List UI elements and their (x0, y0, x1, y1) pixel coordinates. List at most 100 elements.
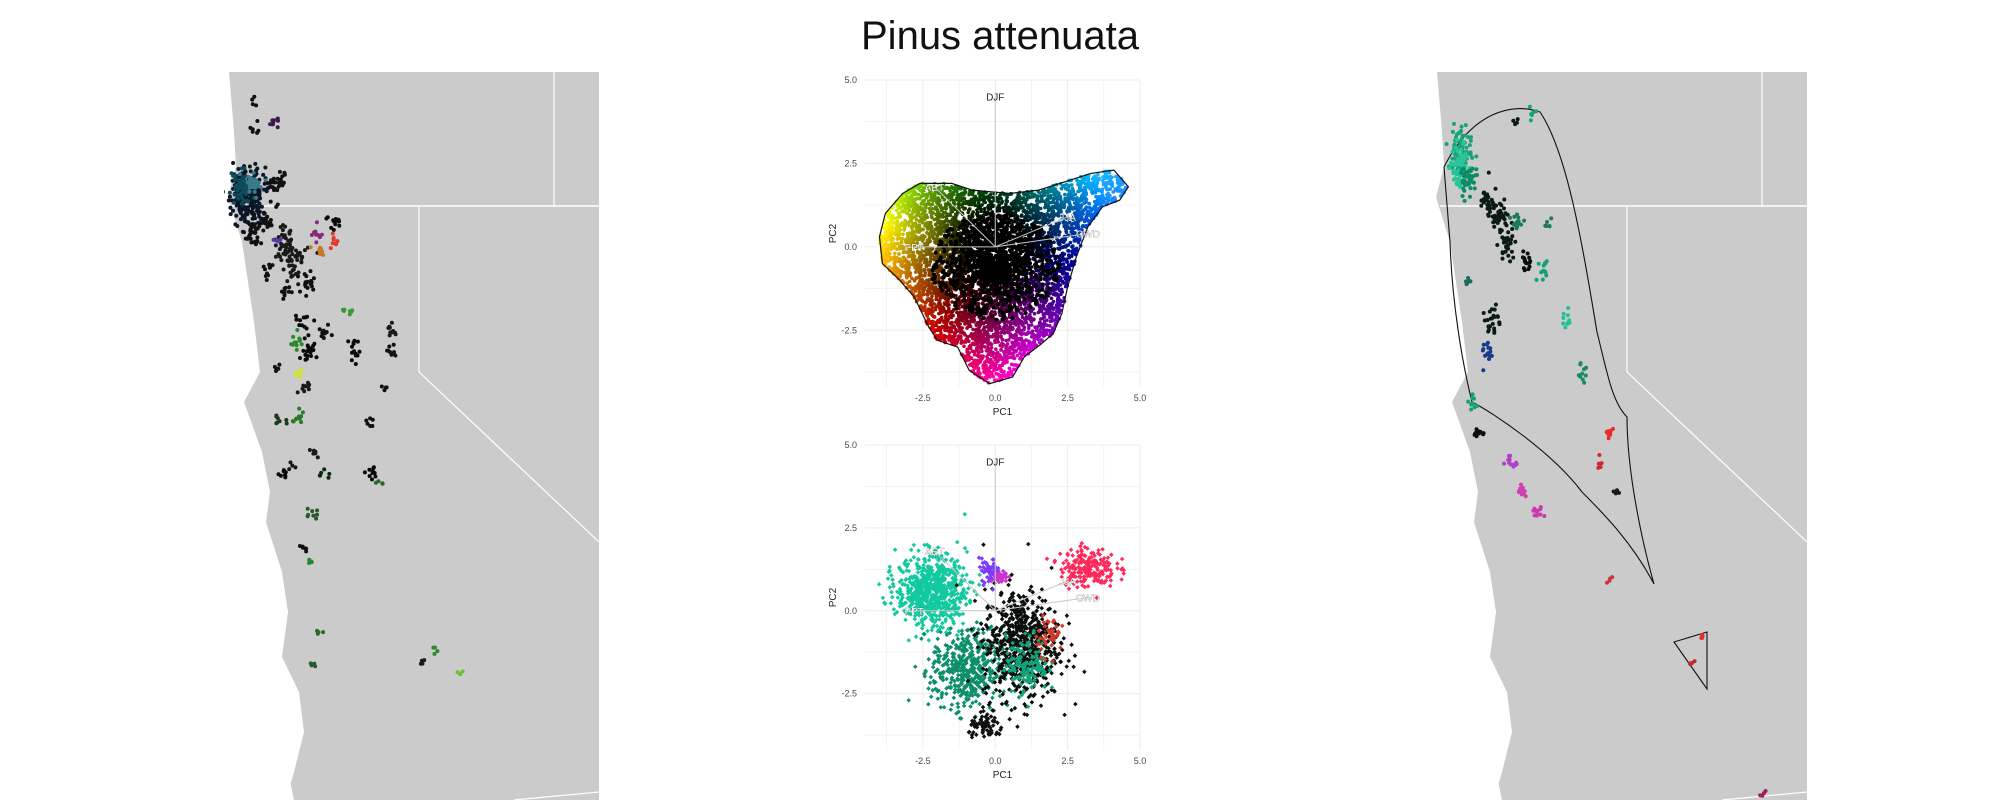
data-point (905, 275, 909, 280)
occurrence-point (280, 228, 285, 233)
occurrence-point (257, 224, 262, 229)
data-point (1032, 311, 1037, 316)
occurrence-point (237, 207, 242, 212)
data-point (1080, 224, 1085, 229)
occurrence-point (283, 473, 288, 478)
occurrence-point (289, 290, 294, 295)
data-point (1063, 192, 1067, 197)
occurrence-point (365, 421, 370, 426)
occurrence-point (252, 189, 257, 194)
occurrence-point (273, 243, 278, 248)
occurrence-point (306, 345, 311, 350)
occurrence-point (296, 282, 301, 287)
data-point (1081, 212, 1085, 216)
data-point (1066, 185, 1071, 190)
data-point (960, 326, 964, 330)
occurrence-point (388, 350, 392, 354)
occurrence-point (246, 205, 250, 210)
data-point (1112, 195, 1117, 200)
occurrence-point (391, 342, 396, 347)
occurrence-point (227, 194, 232, 199)
data-point (1005, 360, 1009, 364)
occurrence-point (315, 455, 320, 460)
data-point (996, 372, 1001, 377)
occurrence-point (277, 169, 282, 174)
occurrence-point (387, 344, 392, 349)
occurrence-point (255, 199, 260, 204)
data-point (1012, 202, 1017, 206)
occurrence-point (368, 416, 373, 421)
occurrence-point (295, 390, 300, 395)
data-point (1076, 240, 1081, 245)
occurrence-point (250, 102, 255, 107)
data-point (930, 202, 935, 207)
data-point (916, 192, 921, 197)
occurrence-point (347, 312, 352, 317)
data-point (907, 223, 911, 228)
occurrence-point (334, 242, 339, 247)
occurrence-point (357, 349, 362, 354)
occurrence-point (279, 244, 284, 249)
occurrence-point (299, 420, 304, 425)
occurrence-point (331, 218, 336, 223)
occurrence-point (281, 180, 286, 185)
occurrence-point (300, 410, 305, 415)
occurrence-point (241, 176, 246, 181)
data-point (991, 225, 995, 230)
occurrence-point (296, 270, 301, 275)
occurrence-point (349, 358, 354, 363)
occurrence-point (393, 353, 398, 358)
occurrence-point (283, 236, 288, 241)
occurrence-point (247, 222, 252, 227)
data-point (947, 306, 951, 311)
occurrence-point (261, 228, 266, 233)
occurrence-point (373, 474, 378, 479)
data-point (1021, 249, 1025, 254)
occurrence-point (328, 246, 333, 251)
occurrence-point (274, 204, 279, 209)
occurrence-point (275, 367, 280, 372)
data-point (1067, 267, 1072, 272)
occurrence-point (234, 213, 239, 218)
occurrence-point (317, 473, 322, 478)
occurrence-point (303, 357, 308, 362)
data-point (1050, 204, 1055, 209)
data-point (1063, 186, 1068, 191)
data-point (935, 247, 939, 251)
occurrence-point (231, 208, 235, 213)
occurrence-point (293, 313, 298, 318)
occurrence-point (255, 207, 260, 212)
occurrence-point (254, 203, 259, 208)
occurrence-point (232, 192, 237, 197)
data-point (907, 279, 912, 284)
occurrence-point (247, 189, 252, 194)
occurrence-point (250, 206, 255, 211)
occurrence-point (243, 169, 248, 174)
occurrence-point (310, 509, 315, 514)
occurrence-point (291, 419, 296, 424)
occurrence-point (333, 222, 338, 227)
data-point (942, 301, 947, 305)
occurrence-point (286, 249, 291, 254)
occurrence-point (299, 342, 304, 347)
occurrence-point (253, 242, 258, 247)
data-point (1034, 328, 1039, 333)
occurrence-point (298, 318, 303, 323)
occurrence-point (301, 348, 306, 353)
data-point (978, 320, 982, 324)
occurrence-point (305, 349, 310, 354)
occurrence-point (455, 670, 460, 675)
data-point (1031, 256, 1036, 261)
occurrence-point (279, 258, 284, 263)
data-point (931, 210, 935, 215)
data-point (1049, 296, 1054, 301)
data-point (920, 292, 925, 297)
data-point (1100, 190, 1104, 194)
data-point (973, 195, 977, 199)
occurrence-point (244, 219, 249, 224)
occurrence-point (263, 221, 267, 226)
occurrence-point (236, 192, 241, 197)
occurrence-point (295, 254, 300, 259)
data-point (916, 250, 920, 255)
occurrence-point (282, 233, 287, 238)
